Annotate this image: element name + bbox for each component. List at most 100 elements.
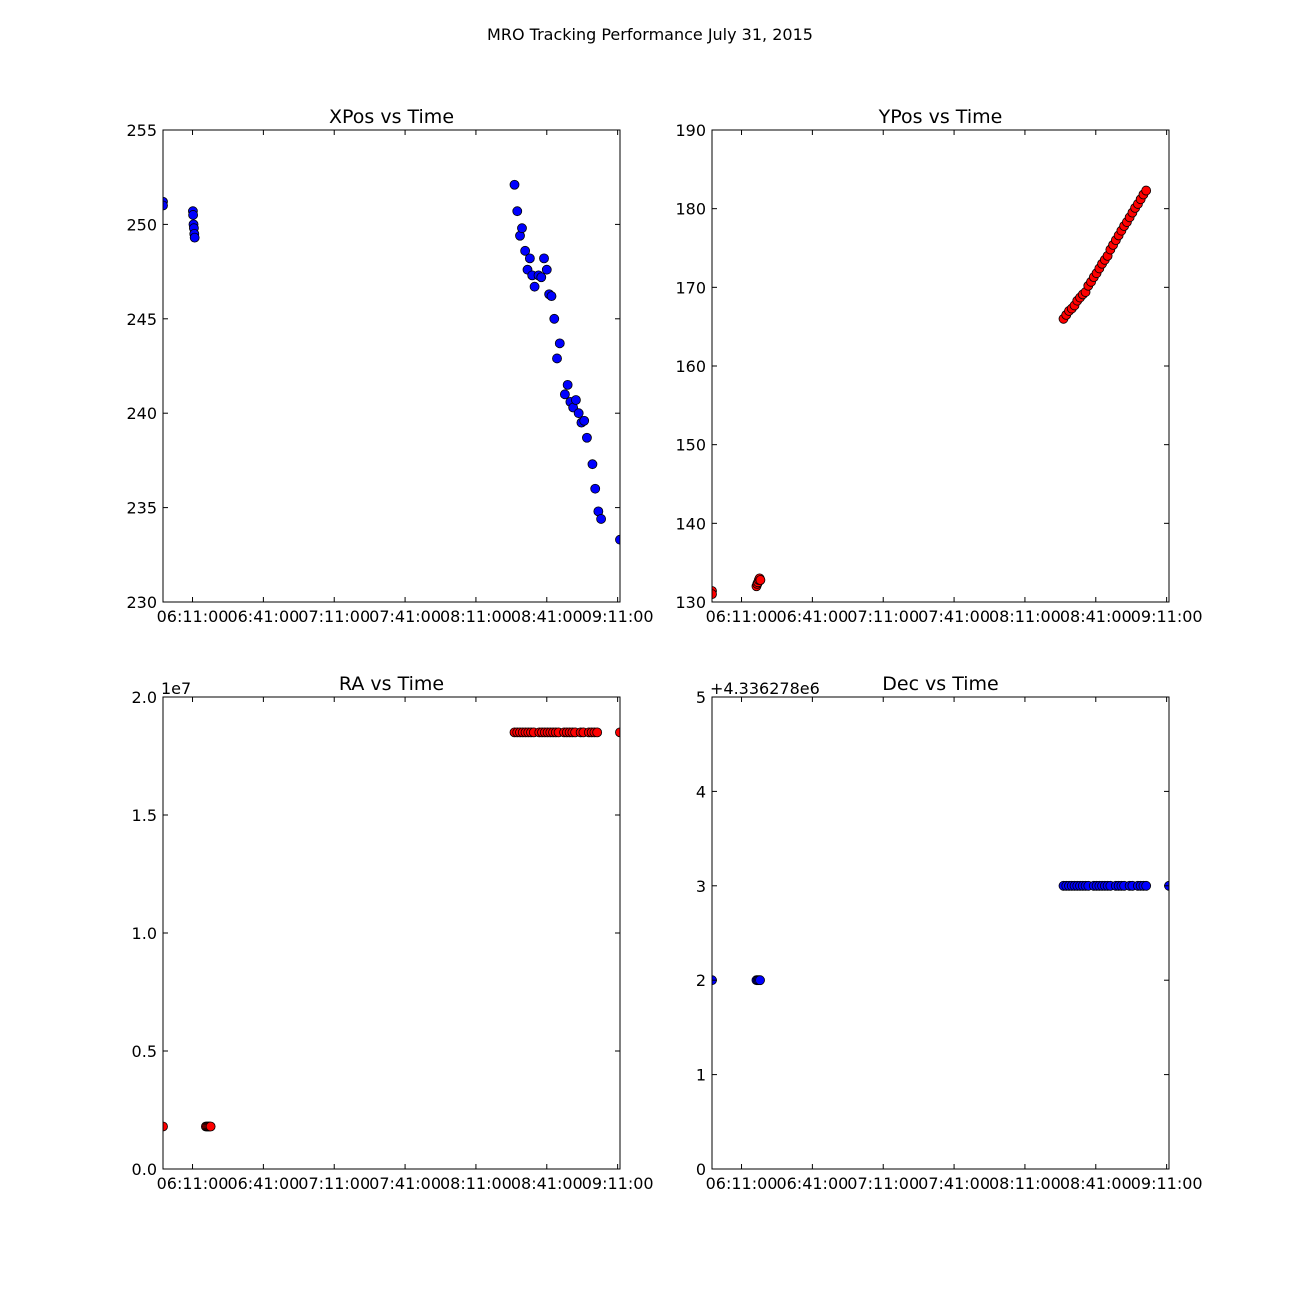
y-tick-label: 1.0 xyxy=(132,924,157,943)
data-point xyxy=(755,975,765,986)
y-tick-label: 180 xyxy=(675,200,706,219)
x-tick-label: 07:11:00 xyxy=(847,1174,919,1193)
xpos-panel: XPos vs Time 06:11:0006:41:0007:11:0007:4… xyxy=(126,106,653,626)
x-tick-label: 08:41:00 xyxy=(511,1174,583,1193)
x-tick-label: 08:41:00 xyxy=(1060,607,1132,626)
y-tick-label: 235 xyxy=(126,499,157,518)
x-tick-label: 07:11:00 xyxy=(298,607,370,626)
y-tick-label: 255 xyxy=(126,121,157,140)
data-point xyxy=(552,353,562,364)
x-tick-label: 07:41:00 xyxy=(918,1174,990,1193)
y-tick-label: 150 xyxy=(675,436,706,455)
data-point xyxy=(536,272,547,283)
subplot-grid: XPos vs Time06:11:0006:41:0007:11:0007:4… xyxy=(126,106,1202,1193)
axes-frame xyxy=(711,696,1170,1170)
data-point xyxy=(755,575,766,585)
x-tick-label: 06:11:00 xyxy=(157,607,229,626)
subplot-title: YPos vs Time xyxy=(878,106,1003,128)
x-tick-label: 06:11:00 xyxy=(706,1174,778,1193)
y-axis-offset-text: +4.336278e6 xyxy=(710,679,820,698)
data-point xyxy=(554,338,565,349)
x-tick-label: 07:41:00 xyxy=(918,607,990,626)
y-tick-label: 1.5 xyxy=(132,806,157,825)
subplot-title: RA vs Time xyxy=(339,673,444,695)
y-tick-label: 130 xyxy=(675,593,706,612)
data-point xyxy=(524,253,535,264)
data-point xyxy=(512,206,523,217)
x-tick-label: 06:11:00 xyxy=(157,1174,229,1193)
y-tick-label: 2 xyxy=(696,971,706,990)
data-point xyxy=(189,232,200,243)
scatter-series xyxy=(712,185,1152,600)
x-tick-label: 08:11:00 xyxy=(989,607,1061,626)
data-point xyxy=(592,727,603,738)
x-tick-label: 07:11:00 xyxy=(298,1174,370,1193)
x-tick-label: 06:41:00 xyxy=(776,1174,848,1193)
data-point xyxy=(1141,185,1152,196)
x-tick-label: 06:11:00 xyxy=(706,607,778,626)
scatter-series xyxy=(712,880,1169,986)
x-tick-label: 09:11:00 xyxy=(582,607,654,626)
y-tick-label: 240 xyxy=(126,404,157,423)
y-tick-label: 2.0 xyxy=(132,688,157,707)
data-point xyxy=(509,179,520,190)
y-tick-label: 1 xyxy=(696,1066,706,1085)
data-point xyxy=(579,415,590,426)
data-point xyxy=(590,483,601,494)
x-tick-label: 06:41:00 xyxy=(227,1174,299,1193)
y-tick-label: 0.5 xyxy=(132,1042,157,1061)
data-point xyxy=(539,253,549,264)
y-tick-label: 3 xyxy=(696,877,706,896)
x-tick-label: 07:41:00 xyxy=(369,607,441,626)
figure-suptitle: MRO Tracking Performance July 31, 2015 xyxy=(487,25,813,44)
subplot-title: XPos vs Time xyxy=(329,106,454,128)
x-tick-label: 08:11:00 xyxy=(989,1174,1061,1193)
y-tick-label: 245 xyxy=(126,310,157,329)
data-point xyxy=(541,264,552,275)
data-point xyxy=(596,514,607,524)
data-point xyxy=(559,389,570,400)
data-point xyxy=(571,395,581,405)
data-point xyxy=(549,313,560,324)
axes-frame xyxy=(162,129,621,603)
ra-panel: RA vs Time 06:11:0006:41:0007:11:0007:41:… xyxy=(132,673,654,1193)
scatter-series xyxy=(163,727,620,1132)
y-tick-label: 4 xyxy=(696,782,706,801)
data-point xyxy=(163,1121,168,1132)
y-tick-label: 140 xyxy=(675,514,706,533)
data-point xyxy=(582,432,592,443)
data-point xyxy=(615,727,620,738)
data-point xyxy=(573,408,584,419)
y-tick-label: 170 xyxy=(675,278,706,297)
x-tick-label: 08:41:00 xyxy=(511,607,583,626)
data-point xyxy=(615,534,620,545)
subplot-title: Dec vs Time xyxy=(882,673,999,695)
x-tick-label: 08:11:00 xyxy=(440,1174,512,1193)
x-tick-label: 09:11:00 xyxy=(1131,607,1203,626)
y-tick-label: 250 xyxy=(126,215,157,234)
data-point xyxy=(517,223,527,234)
x-tick-label: 07:41:00 xyxy=(369,1174,441,1193)
y-tick-label: 5 xyxy=(696,688,706,707)
x-tick-label: 07:11:00 xyxy=(847,607,919,626)
data-point xyxy=(712,589,717,600)
data-point xyxy=(1141,880,1152,891)
y-tick-label: 0.0 xyxy=(132,1160,157,1179)
data-point xyxy=(562,379,573,390)
data-point xyxy=(205,1121,216,1132)
x-tick-label: 08:41:00 xyxy=(1060,1174,1132,1193)
data-point xyxy=(546,291,557,302)
y-tick-label: 230 xyxy=(126,593,157,612)
x-tick-label: 09:11:00 xyxy=(1131,1174,1203,1193)
data-point xyxy=(163,200,168,211)
data-point xyxy=(188,210,199,220)
y-tick-label: 190 xyxy=(675,121,706,140)
dec-panel: Dec vs Time 06:11:0006:41:0007:11:0007:41… xyxy=(696,673,1203,1193)
x-tick-label: 06:41:00 xyxy=(227,607,299,626)
data-point xyxy=(520,245,531,256)
y-tick-label: 160 xyxy=(675,357,706,376)
x-tick-label: 08:11:00 xyxy=(440,607,512,626)
y-axis-offset-text: 1e7 xyxy=(161,679,191,698)
